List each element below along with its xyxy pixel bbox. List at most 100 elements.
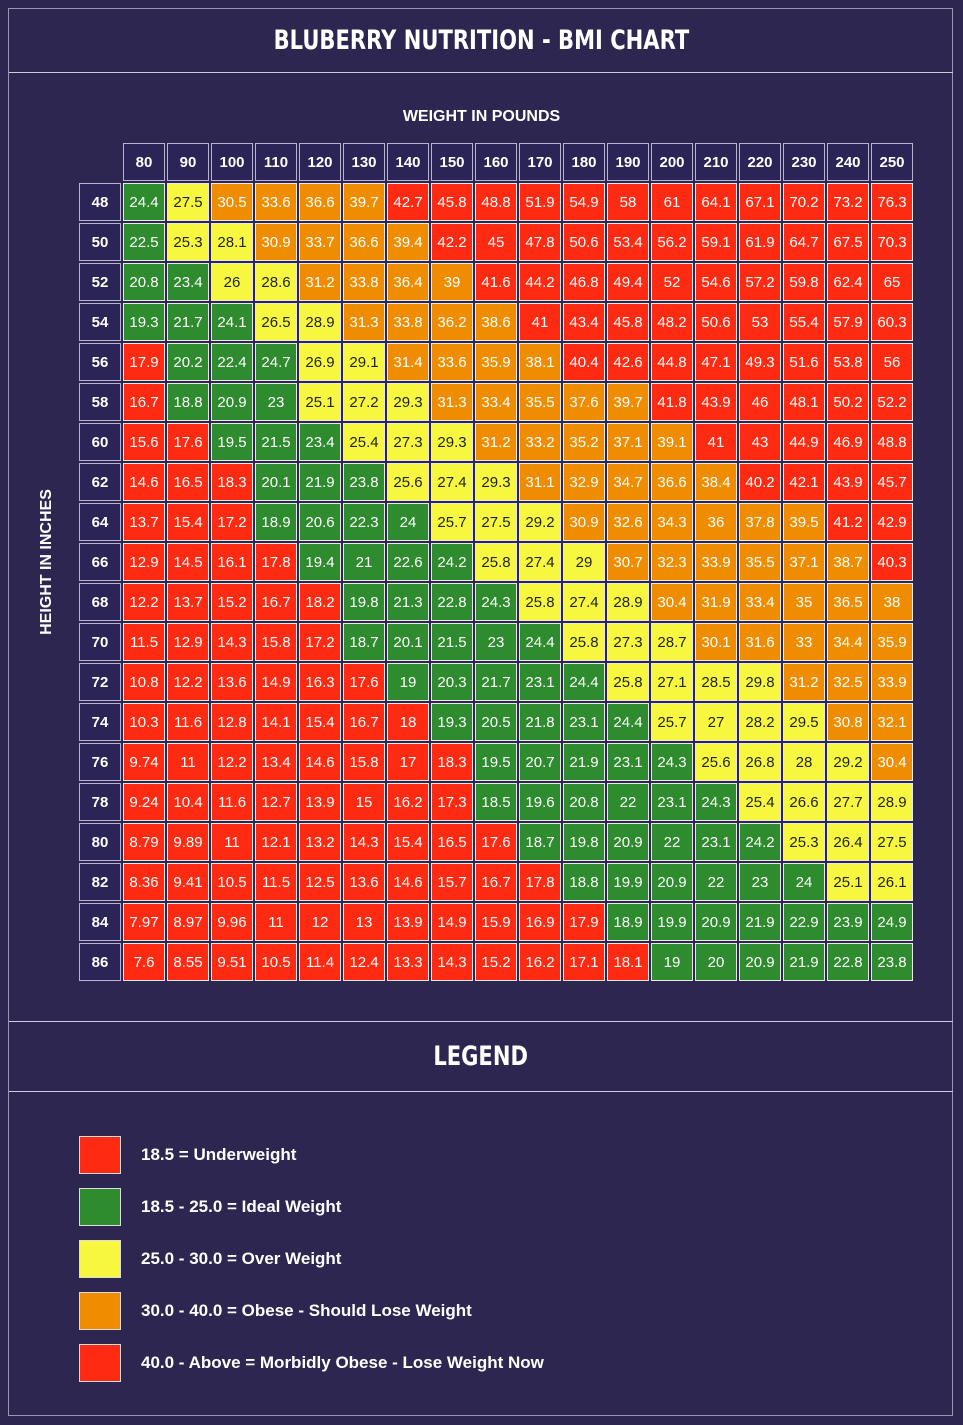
bmi-cell: 15 <box>343 783 385 821</box>
bmi-cell: 30.8 <box>827 703 869 741</box>
bmi-cell: 27 <box>695 703 737 741</box>
bmi-cell: 22 <box>651 823 693 861</box>
bmi-cell: 24.3 <box>695 783 737 821</box>
bmi-cell: 73.2 <box>827 183 869 221</box>
bmi-cell: 32.3 <box>651 543 693 581</box>
bmi-cell: 24 <box>387 503 429 541</box>
bmi-cell: 15.9 <box>475 903 517 941</box>
weight-header: 180 <box>563 143 605 181</box>
bmi-cell: 62.4 <box>827 263 869 301</box>
bmi-cell: 30.9 <box>255 223 297 261</box>
bmi-cell: 13.2 <box>299 823 341 861</box>
bmi-cell: 29.3 <box>431 423 473 461</box>
bmi-cell: 27.2 <box>343 383 385 421</box>
bmi-cell: 22.3 <box>343 503 385 541</box>
bmi-cell: 33 <box>783 623 825 661</box>
bmi-cell: 25.1 <box>299 383 341 421</box>
bmi-cell: 24.1 <box>211 303 253 341</box>
bmi-cell: 20.9 <box>607 823 649 861</box>
bmi-cell: 20.1 <box>255 463 297 501</box>
bmi-cell: 35 <box>783 583 825 621</box>
bmi-cell: 39.7 <box>343 183 385 221</box>
bmi-cell: 16.7 <box>475 863 517 901</box>
chart-title: BLUBERRY NUTRITION - BMI CHART <box>273 25 689 56</box>
bmi-cell: 48.1 <box>783 383 825 421</box>
legend-label: 25.0 - 30.0 = Over Weight <box>141 1249 342 1268</box>
y-axis-label: HEIGHT IN INCHES <box>38 489 55 635</box>
height-header: 66 <box>79 543 121 581</box>
bmi-cell: 17.9 <box>563 903 605 941</box>
bmi-cell: 11 <box>167 743 209 781</box>
bmi-cell: 33.4 <box>739 583 781 621</box>
bmi-cell: 48.8 <box>871 423 913 461</box>
bmi-cell: 50.6 <box>563 223 605 261</box>
bmi-cell: 17.1 <box>563 943 605 981</box>
bmi-cell: 13.7 <box>167 583 209 621</box>
bmi-cell: 27.4 <box>563 583 605 621</box>
bmi-cell: 30.5 <box>211 183 253 221</box>
height-header: 56 <box>79 343 121 381</box>
bmi-cell: 34.4 <box>827 623 869 661</box>
bmi-cell: 34.3 <box>651 503 693 541</box>
bmi-cell: 23.1 <box>563 703 605 741</box>
bmi-cell: 9.74 <box>123 743 165 781</box>
bmi-cell: 19 <box>387 663 429 701</box>
bmi-cell: 16.7 <box>343 703 385 741</box>
height-header: 68 <box>79 583 121 621</box>
bmi-cell: 64.7 <box>783 223 825 261</box>
bmi-cell: 31.3 <box>343 303 385 341</box>
bmi-cell: 13.3 <box>387 943 429 981</box>
bmi-cell: 8.79 <box>123 823 165 861</box>
bmi-cell: 32.1 <box>871 703 913 741</box>
height-header: 86 <box>79 943 121 981</box>
bmi-cell: 28.9 <box>607 583 649 621</box>
bmi-cell: 22.9 <box>783 903 825 941</box>
bmi-cell: 54.6 <box>695 263 737 301</box>
bmi-cell: 17.2 <box>299 623 341 661</box>
bmi-cell: 33.2 <box>519 423 561 461</box>
bmi-cell: 20.9 <box>695 903 737 941</box>
bmi-cell: 19.5 <box>211 423 253 461</box>
bmi-cell: 14.6 <box>123 463 165 501</box>
bmi-cell: 20.7 <box>519 743 561 781</box>
legend-title: LEGEND <box>433 1041 529 1072</box>
bmi-cell: 7.6 <box>123 943 165 981</box>
bmi-cell: 21.7 <box>167 303 209 341</box>
bmi-cell: 12.9 <box>123 543 165 581</box>
bmi-cell: 17 <box>387 743 429 781</box>
bmi-cell: 24.4 <box>519 623 561 661</box>
bmi-cell: 16.2 <box>387 783 429 821</box>
bmi-cell: 27.5 <box>167 183 209 221</box>
bmi-cell: 40.3 <box>871 543 913 581</box>
bmi-cell: 29.8 <box>739 663 781 701</box>
bmi-cell: 9.24 <box>123 783 165 821</box>
bmi-cell: 13.9 <box>387 903 429 941</box>
legend-swatch <box>79 1240 121 1278</box>
bmi-cell: 19.9 <box>651 903 693 941</box>
bmi-cell: 59.1 <box>695 223 737 261</box>
legend-label: 30.0 - 40.0 = Obese - Should Lose Weight <box>141 1301 472 1320</box>
bmi-cell: 18.7 <box>343 623 385 661</box>
bmi-cell: 25.1 <box>827 863 869 901</box>
bmi-cell: 19.3 <box>123 303 165 341</box>
bmi-cell: 25.3 <box>167 223 209 261</box>
bmi-cell: 53.4 <box>607 223 649 261</box>
bmi-cell: 49.3 <box>739 343 781 381</box>
bmi-cell: 28.5 <box>695 663 737 701</box>
x-axis-label: WEIGHT IN POUNDS <box>402 108 561 125</box>
bmi-cell: 41.6 <box>475 263 517 301</box>
bmi-cell: 18.9 <box>607 903 649 941</box>
bmi-cell: 47.1 <box>695 343 737 381</box>
bmi-cell: 70.2 <box>783 183 825 221</box>
bmi-cell: 50.2 <box>827 383 869 421</box>
bmi-cell: 32.9 <box>563 463 605 501</box>
bmi-cell: 24.9 <box>871 903 913 941</box>
legend-item: 18.5 - 25.0 = Ideal Weight <box>79 1188 341 1226</box>
bmi-cell: 37.6 <box>563 383 605 421</box>
weight-header: 100 <box>211 143 253 181</box>
bmi-cell: 45 <box>475 223 517 261</box>
bmi-cell: 22 <box>607 783 649 821</box>
bmi-cell: 23 <box>739 863 781 901</box>
bmi-cell: 25.6 <box>695 743 737 781</box>
bmi-cell: 19.8 <box>563 823 605 861</box>
